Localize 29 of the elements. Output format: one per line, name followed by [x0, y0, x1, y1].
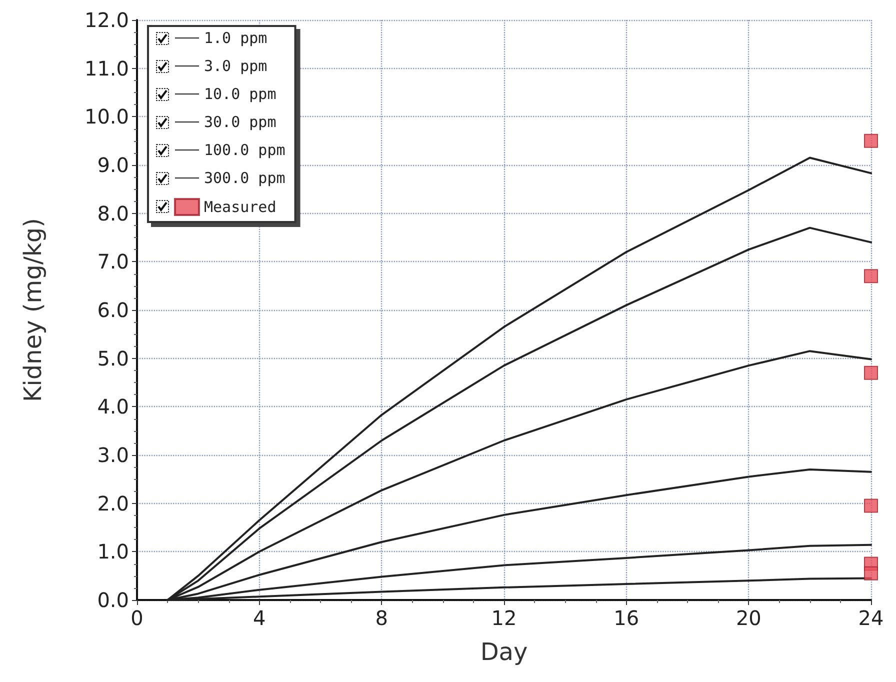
y-tick-label: 7.0 — [97, 250, 129, 274]
y-tick-label: 12.0 — [84, 8, 129, 32]
legend-label: 100.0 ppm — [204, 141, 286, 159]
y-tick-label: 4.0 — [97, 394, 129, 419]
y-tick-label: 9.0 — [97, 153, 129, 177]
y-tick-label: 8.0 — [97, 201, 129, 226]
x-tick-label: 24 — [858, 606, 884, 630]
y-tick-label: 5.0 — [97, 346, 129, 370]
x-axis-title: Day — [480, 638, 528, 666]
legend-label: 10.0 ppm — [204, 85, 276, 103]
x-tick-label: 20 — [736, 606, 762, 630]
x-tick-label: 4 — [252, 606, 266, 630]
legend-label: 30.0 ppm — [204, 113, 276, 131]
y-tick-label: 3.0 — [97, 443, 129, 467]
legend-label: 1.0 ppm — [204, 29, 268, 47]
x-tick-label: 16 — [614, 606, 640, 630]
y-tick-label: 2.0 — [97, 491, 129, 516]
y-tick-label: 10.0 — [84, 104, 129, 129]
y-tick-label: 6.0 — [97, 298, 129, 322]
y-axis-title: Kidney (mg/kg) — [19, 218, 47, 402]
y-tick-label: 0.0 — [97, 588, 129, 612]
y-tick-label: 1.0 — [97, 540, 129, 564]
legend-label: 300.0 ppm — [204, 169, 286, 187]
x-tick-label: 8 — [375, 606, 388, 630]
x-tick-label: 0 — [130, 606, 144, 630]
x-tick-label: 12 — [491, 606, 517, 630]
legend-label: 3.0 ppm — [204, 57, 268, 75]
legend-label: Measured — [204, 198, 276, 216]
y-tick-label: 11.0 — [84, 56, 129, 80]
